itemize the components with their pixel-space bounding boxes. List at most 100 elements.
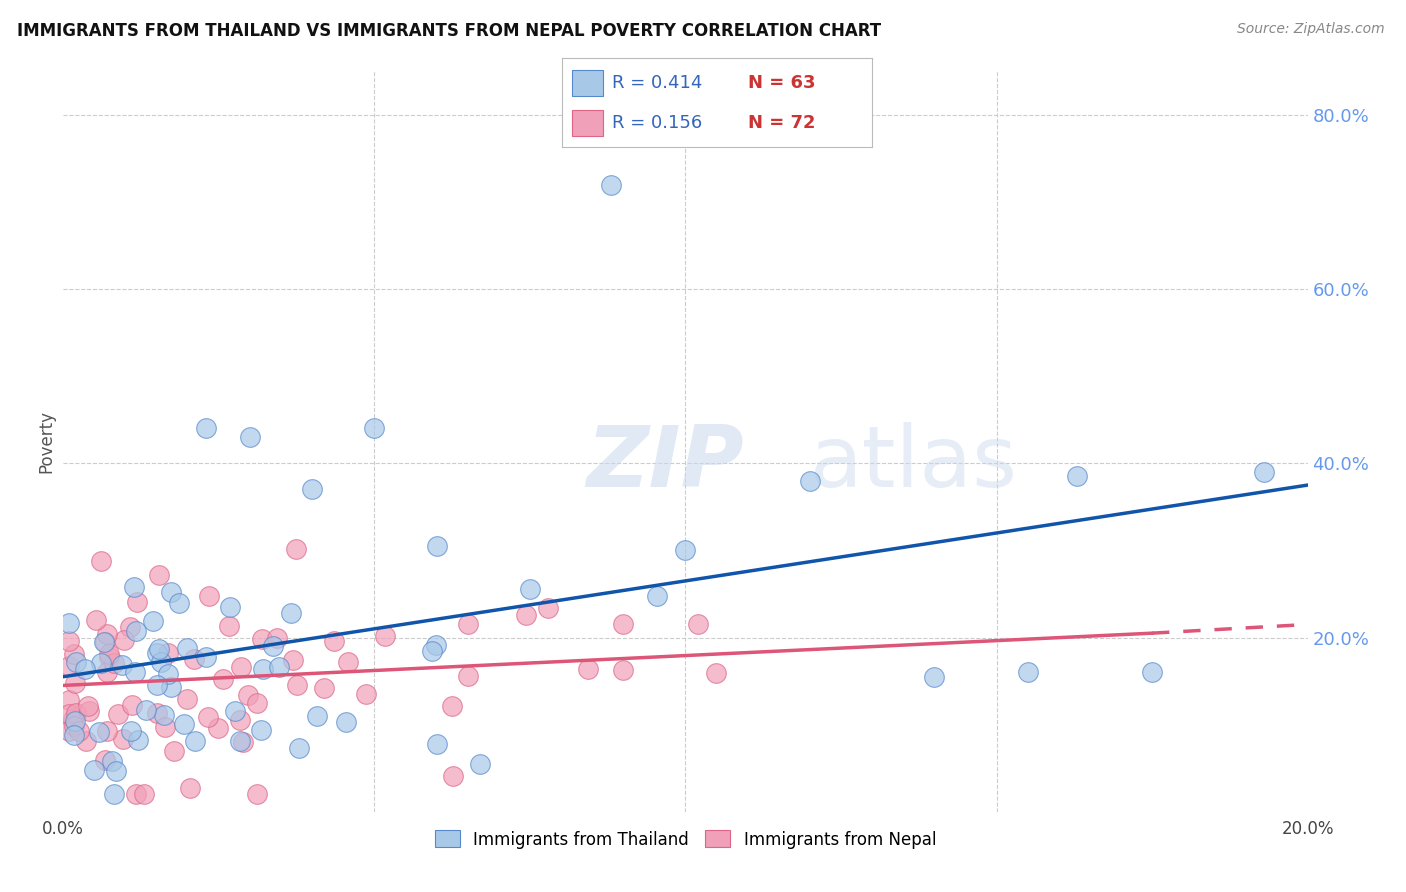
Point — [363, 421, 385, 435]
Point — [515, 608, 537, 623]
Point — [148, 568, 170, 582]
Point — [58, 706, 80, 721]
Point — [58, 658, 80, 673]
Point — [98, 650, 121, 665]
Point — [163, 744, 186, 758]
Point — [148, 642, 170, 657]
Point — [425, 638, 447, 652]
Bar — [572, 110, 603, 136]
Point — [262, 639, 284, 653]
Point — [135, 703, 157, 717]
Point — [63, 719, 86, 733]
Point — [612, 663, 634, 677]
Point — [212, 673, 235, 687]
Point — [197, 709, 219, 723]
Point — [284, 542, 307, 557]
Point — [229, 660, 252, 674]
Point — [87, 724, 110, 739]
Point — [198, 589, 221, 603]
Point — [468, 756, 491, 771]
Point — [107, 707, 129, 722]
Point — [120, 724, 142, 739]
Point — [173, 717, 195, 731]
Point — [441, 769, 464, 783]
Point — [195, 421, 218, 435]
Point — [146, 706, 169, 720]
Point — [1140, 665, 1163, 680]
Point — [132, 787, 155, 801]
Point — [96, 723, 118, 738]
Point — [704, 665, 727, 680]
Point — [146, 646, 169, 660]
Point — [112, 732, 135, 747]
Point — [62, 647, 84, 661]
Point — [58, 615, 80, 630]
Point — [612, 617, 634, 632]
Point — [232, 735, 254, 749]
Text: IMMIGRANTS FROM THAILAND VS IMMIGRANTS FROM NEPAL POVERTY CORRELATION CHART: IMMIGRANTS FROM THAILAND VS IMMIGRANTS F… — [17, 22, 882, 40]
Point — [105, 764, 128, 778]
Point — [75, 662, 97, 676]
Point — [576, 662, 599, 676]
Point — [142, 614, 165, 628]
Point — [266, 631, 288, 645]
Point — [65, 706, 87, 720]
Y-axis label: Poverty: Poverty — [37, 410, 55, 473]
Point — [96, 627, 118, 641]
Point — [280, 607, 302, 621]
Point — [374, 629, 396, 643]
Point — [150, 655, 173, 669]
Point — [122, 580, 145, 594]
Point — [283, 653, 305, 667]
Point — [252, 662, 274, 676]
Point — [337, 655, 360, 669]
Point — [229, 734, 252, 748]
Point — [305, 708, 328, 723]
Point — [125, 624, 148, 639]
Point — [157, 667, 180, 681]
Point — [146, 677, 169, 691]
Point — [167, 597, 190, 611]
Point — [58, 634, 80, 648]
Point — [184, 733, 207, 747]
Point — [94, 634, 117, 648]
Point — [96, 665, 118, 679]
Point — [153, 719, 176, 733]
Point — [440, 698, 463, 713]
Point — [599, 178, 621, 192]
Point — [536, 601, 558, 615]
Point — [179, 780, 201, 795]
Point — [75, 734, 97, 748]
Point — [218, 619, 240, 633]
Point — [250, 723, 273, 737]
Point — [924, 670, 946, 684]
Point — [1253, 465, 1275, 479]
Point — [238, 688, 260, 702]
Point — [90, 554, 112, 568]
Point — [103, 656, 125, 670]
Point — [229, 714, 252, 728]
Text: R = 0.414: R = 0.414 — [612, 74, 702, 92]
Point — [127, 595, 149, 609]
Point — [519, 582, 541, 596]
Point — [246, 696, 269, 710]
Point — [101, 754, 124, 768]
Point — [124, 665, 146, 679]
Point — [354, 688, 377, 702]
Point — [312, 681, 335, 695]
Point — [686, 617, 709, 632]
Point — [121, 698, 143, 713]
Point — [675, 543, 697, 558]
Point — [176, 640, 198, 655]
Point — [93, 635, 115, 649]
Point — [239, 430, 262, 444]
Text: Source: ZipAtlas.com: Source: ZipAtlas.com — [1237, 22, 1385, 37]
Point — [160, 680, 183, 694]
Point — [799, 474, 821, 488]
Point — [69, 724, 91, 739]
Point — [125, 787, 148, 801]
Point — [157, 646, 180, 660]
Point — [94, 753, 117, 767]
Text: N = 63: N = 63 — [748, 74, 815, 92]
Point — [58, 723, 80, 738]
